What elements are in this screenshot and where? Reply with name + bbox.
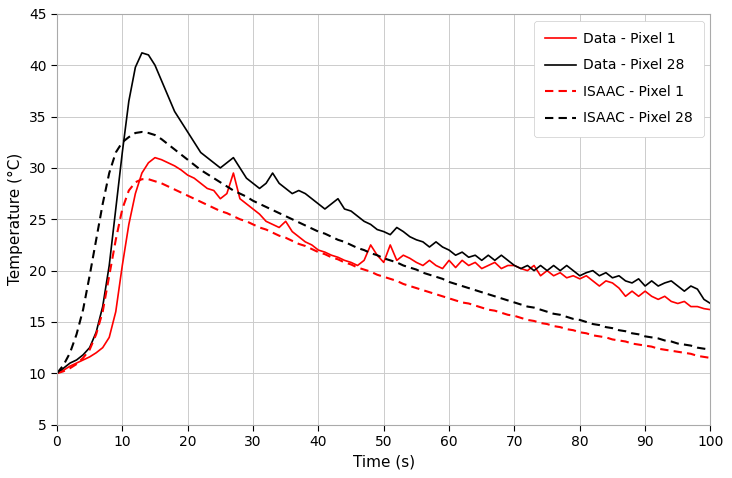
ISAAC - Pixel 28 (138, 129, 146, 135)
Data - Pixel 1 (53, 370, 61, 376)
ISAAC - Pixel 28 (98, 201, 107, 206)
Data - Pixel 1 (151, 155, 160, 161)
ISAAC - Pixel 1 (517, 315, 526, 321)
ISAAC - Pixel 28 (223, 184, 231, 189)
Data - Pixel 28 (706, 301, 715, 306)
Data - Pixel 1 (549, 273, 558, 279)
Data - Pixel 28 (451, 252, 460, 258)
Data - Pixel 1 (517, 266, 526, 272)
ISAAC - Pixel 28 (451, 281, 460, 287)
ISAAC - Pixel 1 (223, 210, 231, 216)
Y-axis label: Temperature (°C): Temperature (°C) (8, 153, 23, 285)
ISAAC - Pixel 1 (98, 309, 107, 315)
ISAAC - Pixel 1 (706, 355, 715, 361)
Data - Pixel 28 (53, 370, 61, 376)
ISAAC - Pixel 28 (359, 247, 368, 253)
ISAAC - Pixel 1 (549, 323, 558, 329)
ISAAC - Pixel 1 (53, 370, 61, 376)
ISAAC - Pixel 28 (517, 302, 526, 307)
ISAAC - Pixel 28 (53, 370, 61, 376)
Legend: Data - Pixel 1, Data - Pixel 28, ISAAC - Pixel 1, ISAAC - Pixel 28: Data - Pixel 1, Data - Pixel 28, ISAAC -… (534, 21, 703, 137)
Data - Pixel 1 (359, 258, 368, 263)
Data - Pixel 28 (98, 304, 107, 309)
Line: ISAAC - Pixel 1: ISAAC - Pixel 1 (57, 179, 711, 373)
Data - Pixel 1 (223, 191, 231, 196)
X-axis label: Time (s): Time (s) (353, 455, 415, 470)
ISAAC - Pixel 1 (451, 297, 460, 303)
Line: Data - Pixel 1: Data - Pixel 1 (57, 158, 711, 373)
Data - Pixel 1 (98, 345, 107, 350)
Data - Pixel 28 (549, 262, 558, 268)
Data - Pixel 28 (517, 266, 526, 272)
ISAAC - Pixel 1 (138, 176, 146, 182)
ISAAC - Pixel 1 (359, 267, 368, 272)
Data - Pixel 1 (451, 265, 460, 271)
Data - Pixel 28 (138, 50, 146, 56)
ISAAC - Pixel 28 (549, 311, 558, 316)
Data - Pixel 28 (223, 160, 231, 166)
Line: ISAAC - Pixel 28: ISAAC - Pixel 28 (57, 132, 711, 373)
Line: Data - Pixel 28: Data - Pixel 28 (57, 53, 711, 373)
Data - Pixel 28 (359, 218, 368, 224)
Data - Pixel 1 (706, 307, 715, 313)
ISAAC - Pixel 28 (706, 347, 715, 353)
